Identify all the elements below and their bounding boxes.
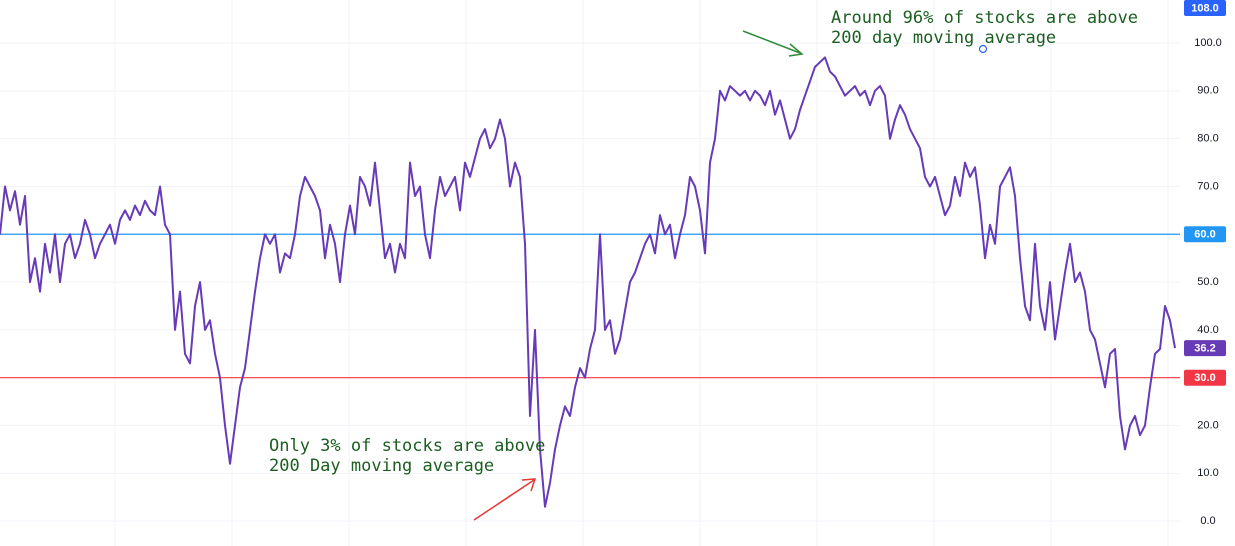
overlay: 0.0 10.0 20.0 30.0 40.0 50.0 60.0 70.0 80.0 90.0 1… — [0, 0, 1226, 527]
y-tick-label: 80.0 — [1197, 133, 1218, 145]
arrow — [473, 479, 535, 521]
y-tick-label: 100.0 — [1194, 37, 1222, 49]
axis-badge — [1184, 0, 1226, 16]
y-tick-label: 10.0 — [1197, 467, 1218, 479]
arrow-head — [788, 43, 804, 57]
y-tick-label: 90.0 — [1197, 85, 1218, 97]
arrow — [742, 30, 801, 54]
last-value-badge — [1184, 340, 1226, 357]
y-tick-label: 20.0 — [1197, 419, 1218, 431]
y-tick-label: 0.0 — [1200, 515, 1215, 527]
axis-badge — [1184, 369, 1226, 386]
plot — [0, 0, 1180, 546]
annotation: Only 3% of stocks are above — [269, 436, 545, 456]
annotation: Around 96% of stocks are above — [831, 8, 1138, 28]
y-tick-label: 50.0 — [1197, 276, 1218, 288]
arrow-head — [521, 478, 537, 492]
y-tick-label: 40.0 — [1197, 324, 1218, 336]
y-tick-label: 70.0 — [1197, 180, 1218, 192]
axis-badge-label: 30.0 — [1194, 372, 1215, 384]
axis-badge — [1184, 226, 1226, 243]
annotation: 200 day moving average — [831, 28, 1056, 48]
annotation: 200 Day moving average — [269, 456, 494, 476]
cursor-marker — [978, 44, 988, 54]
axis-badge-label: 108.0 — [1191, 2, 1219, 14]
line-series — [0, 56, 1176, 508]
axis-badge-label: 60.0 — [1194, 229, 1215, 241]
last-value-label: 36.2 — [1194, 342, 1215, 354]
